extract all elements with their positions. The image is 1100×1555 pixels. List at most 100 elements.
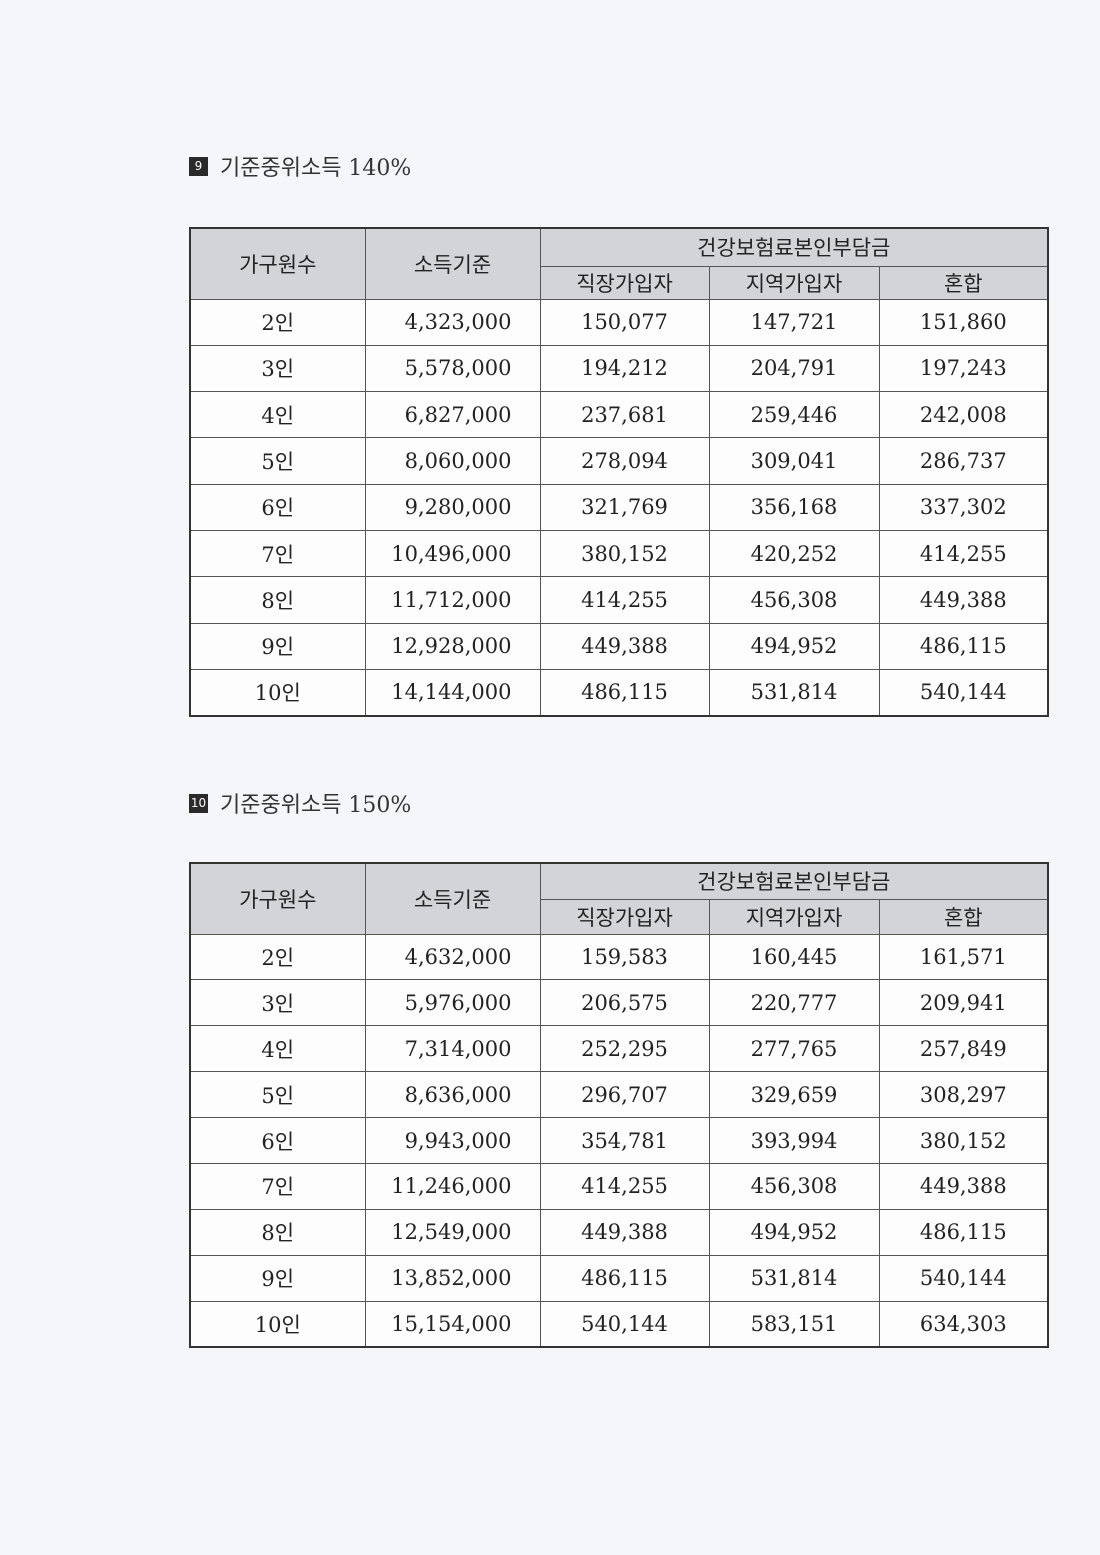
- table-cell: 10인: [189, 668, 366, 717]
- table-cell: 540,144: [878, 668, 1049, 717]
- table-cell: 9,280,000: [364, 483, 541, 531]
- table-cell: 259,446: [708, 391, 880, 439]
- table-cell: 634,303: [878, 1300, 1049, 1348]
- table-cell: 486,115: [878, 622, 1049, 670]
- header-sub: 혼합: [878, 265, 1049, 300]
- table-cell: 12,928,000: [364, 622, 541, 670]
- table-cell: 11,246,000: [364, 1162, 541, 1210]
- table-cell: 4인: [189, 391, 366, 439]
- section-title-text: 기준중위소득 140%: [220, 156, 412, 181]
- table-row: 2인 4,632,000 159,583 160,445 161,571: [189, 933, 1049, 981]
- table-cell: 8,636,000: [364, 1071, 541, 1119]
- table-cell: 393,994: [708, 1117, 880, 1164]
- table-cell: 9인: [189, 1254, 366, 1302]
- table-cell: 449,388: [539, 622, 710, 670]
- table-cell: 7인: [189, 529, 366, 578]
- table-cell: 3인: [189, 979, 366, 1027]
- header-income: 소득기준: [364, 862, 541, 935]
- table-cell: 13,852,000: [364, 1254, 541, 1302]
- table-cell: 209,941: [878, 979, 1049, 1027]
- table-cell: 204,791: [708, 344, 880, 393]
- table-cell: 5,976,000: [364, 979, 541, 1027]
- table-cell: 159,583: [539, 933, 710, 981]
- table-cell: 151,860: [878, 298, 1049, 346]
- premium-table: 가구원수 소득기준 건강보험료본인부담금 직장가입자 지역가입자 혼합 2인 4,632,00…: [189, 862, 1050, 1349]
- table-cell: 15,154,000: [364, 1300, 541, 1348]
- table-cell: 380,152: [878, 1117, 1049, 1164]
- table-row: 8인 12,549,000 449,388 494,952 486,115: [189, 1208, 1049, 1256]
- table-cell: 2인: [189, 933, 366, 981]
- table-cell: 194,212: [539, 344, 710, 393]
- table-row: 3인 5,578,000 194,212 204,791 197,243: [189, 344, 1049, 393]
- table-cell: 4,323,000: [364, 298, 541, 346]
- table-cell: 449,388: [539, 1208, 710, 1256]
- table-cell: 420,252: [708, 529, 880, 578]
- table-cell: 11,712,000: [364, 576, 541, 624]
- table-cell: 486,115: [878, 1208, 1049, 1256]
- table-cell: 237,681: [539, 391, 710, 439]
- table-cell: 197,243: [878, 344, 1049, 393]
- table-cell: 9,943,000: [364, 1117, 541, 1164]
- table-cell: 414,255: [539, 576, 710, 624]
- table-cell: 5,578,000: [364, 344, 541, 393]
- section-title: 10 기준중위소득 150%: [189, 787, 411, 819]
- table-cell: 6인: [189, 1117, 366, 1164]
- table-cell: 494,952: [708, 1208, 880, 1256]
- table-cell: 486,115: [539, 668, 710, 717]
- table-cell: 3인: [189, 344, 366, 393]
- table-row: 9인 12,928,000 449,388 494,952 486,115: [189, 622, 1049, 670]
- table-cell: 456,308: [708, 1162, 880, 1210]
- table-row: 4인 6,827,000 237,681 259,446 242,008: [189, 391, 1049, 439]
- table-cell: 8인: [189, 576, 366, 624]
- table-cell: 7,314,000: [364, 1025, 541, 1073]
- table-cell: 540,144: [878, 1254, 1049, 1302]
- table-cell: 296,707: [539, 1071, 710, 1119]
- table-cell: 4인: [189, 1025, 366, 1073]
- table-cell: 257,849: [878, 1025, 1049, 1073]
- table-cell: 7인: [189, 1162, 366, 1210]
- header-premium-group: 건강보험료본인부담금: [539, 862, 1049, 900]
- table-cell: 206,575: [539, 979, 710, 1027]
- table-row: 8인 11,712,000 414,255 456,308 449,388: [189, 576, 1049, 624]
- table-cell: 147,721: [708, 298, 880, 346]
- table-cell: 242,008: [878, 391, 1049, 439]
- table-cell: 356,168: [708, 483, 880, 531]
- table-row: 2인 4,323,000 150,077 147,721 151,860: [189, 298, 1049, 346]
- table-cell: 10인: [189, 1300, 366, 1348]
- table-cell: 308,297: [878, 1071, 1049, 1119]
- table-cell: 531,814: [708, 1254, 880, 1302]
- table-cell: 14,144,000: [364, 668, 541, 717]
- table-cell: 456,308: [708, 576, 880, 624]
- header-sub: 혼합: [878, 898, 1049, 935]
- section-title-text: 기준중위소득 150%: [220, 793, 412, 818]
- header-household: 가구원수: [189, 862, 366, 935]
- section-number-badge: 10: [189, 793, 208, 813]
- table-cell: 6인: [189, 483, 366, 531]
- table-cell: 329,659: [708, 1071, 880, 1119]
- table-cell: 380,152: [539, 529, 710, 578]
- table-row: 10인 15,154,000 540,144 583,151 634,303: [189, 1300, 1049, 1348]
- table-cell: 540,144: [539, 1300, 710, 1348]
- table-cell: 309,041: [708, 437, 880, 485]
- table-cell: 9인: [189, 622, 366, 670]
- table-cell: 5인: [189, 437, 366, 485]
- header-income: 소득기준: [364, 227, 541, 300]
- header-sub: 직장가입자: [539, 898, 710, 935]
- table-row: 4인 7,314,000 252,295 277,765 257,849: [189, 1025, 1049, 1073]
- header-sub: 직장가입자: [539, 265, 710, 300]
- table-cell: 486,115: [539, 1254, 710, 1302]
- header-household: 가구원수: [189, 227, 366, 300]
- table-cell: 337,302: [878, 483, 1049, 531]
- table-cell: 8인: [189, 1208, 366, 1256]
- table-row: 7인 10,496,000 380,152 420,252 414,255: [189, 529, 1049, 578]
- table-cell: 494,952: [708, 622, 880, 670]
- table-row: 6인 9,943,000 354,781 393,994 380,152: [189, 1117, 1049, 1164]
- table-cell: 4,632,000: [364, 933, 541, 981]
- header-premium-group: 건강보험료본인부담금: [539, 227, 1049, 267]
- table-cell: 8,060,000: [364, 437, 541, 485]
- table-cell: 583,151: [708, 1300, 880, 1348]
- section-number-badge: 9: [189, 156, 208, 176]
- table-row: 6인 9,280,000 321,769 356,168 337,302: [189, 483, 1049, 531]
- table-cell: 414,255: [878, 529, 1049, 578]
- table-cell: 414,255: [539, 1162, 710, 1210]
